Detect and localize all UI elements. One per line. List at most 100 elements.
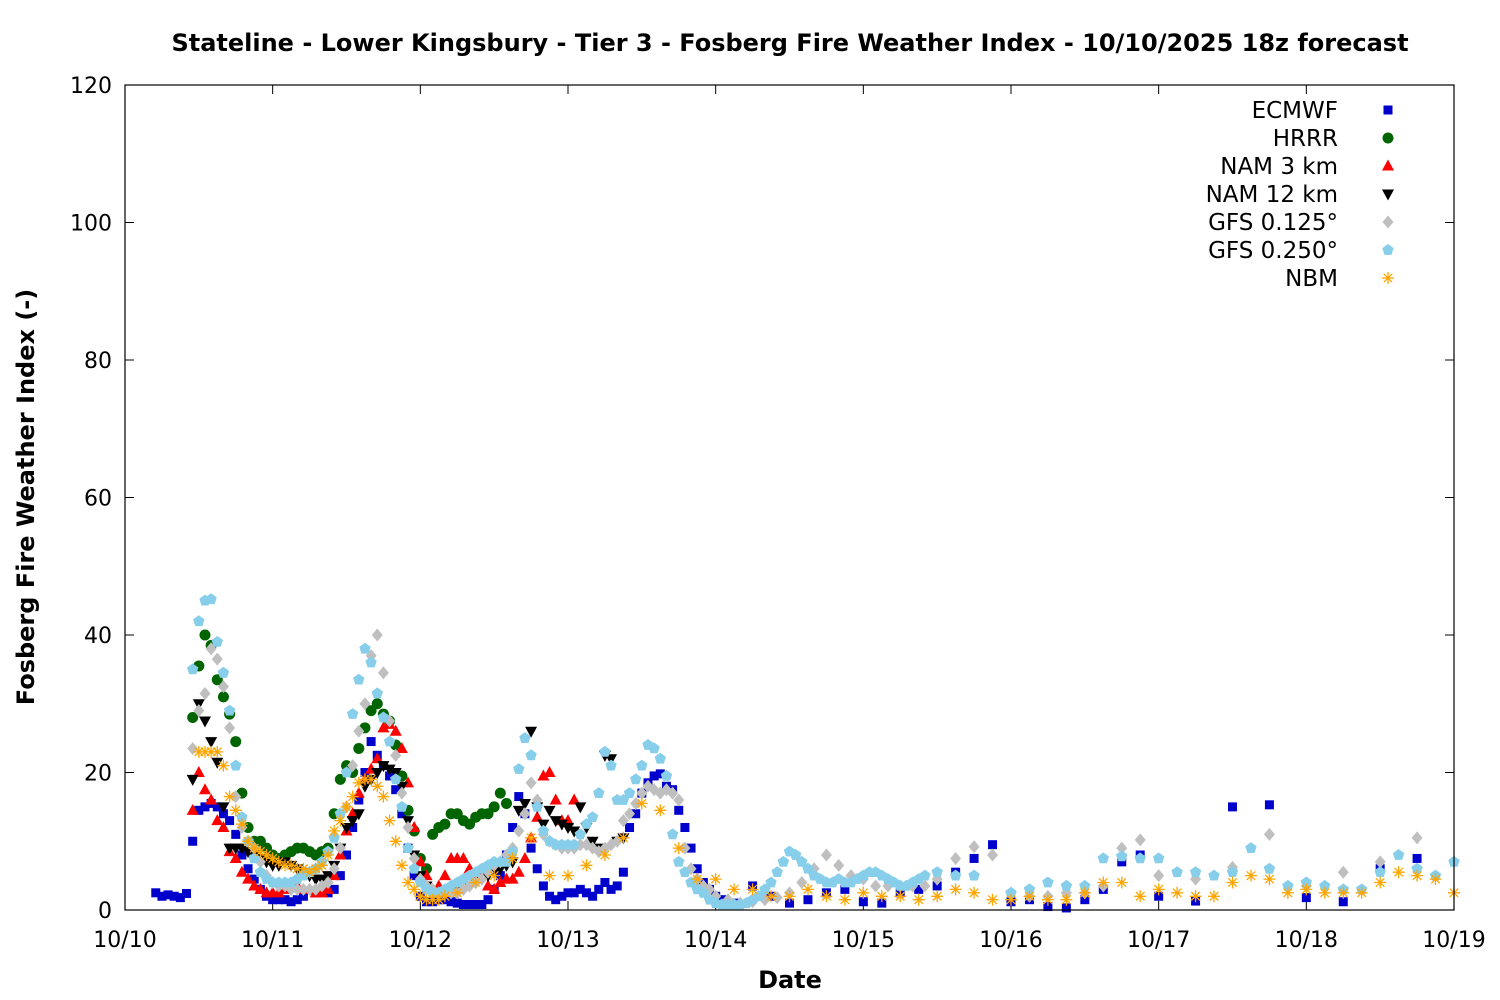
data-point [543, 766, 556, 777]
data-point [274, 895, 284, 905]
data-point [636, 786, 648, 800]
series-gfs-0-250- [187, 593, 1460, 910]
data-point [494, 876, 507, 887]
data-point [402, 821, 414, 834]
data-point [225, 816, 235, 826]
series-nam-3-km [186, 717, 581, 898]
data-point [303, 866, 316, 879]
data-point [586, 811, 599, 822]
data-point [242, 835, 255, 848]
data-point [679, 866, 691, 877]
data-point [857, 886, 870, 899]
data-point [235, 865, 248, 877]
data-point [512, 865, 525, 877]
data-point [833, 858, 845, 872]
data-point [1263, 873, 1276, 886]
data-point [1263, 827, 1275, 841]
data-point [457, 851, 470, 863]
data-point [187, 712, 199, 723]
data-point [495, 871, 505, 881]
data-point [254, 845, 267, 858]
data-point [297, 882, 309, 896]
data-point [229, 851, 242, 863]
data-point [988, 840, 998, 850]
data-point [594, 884, 604, 894]
data-point [352, 776, 365, 789]
x-tick-label: 10/15 [832, 928, 895, 953]
data-point [660, 769, 673, 781]
data-point [514, 792, 524, 802]
plot-frame [124, 84, 1455, 911]
data-point [919, 869, 931, 881]
data-point [385, 771, 395, 781]
data-point [199, 686, 211, 700]
data-point [931, 866, 943, 877]
data-point [199, 629, 211, 641]
data-point [648, 742, 660, 754]
data-point [789, 849, 802, 860]
series-nbm [192, 745, 1460, 906]
data-point [563, 888, 573, 898]
data-point [359, 642, 371, 654]
series-nam-12-km [186, 699, 630, 903]
data-point [353, 742, 365, 754]
data-point [1282, 879, 1294, 891]
data-point [218, 809, 228, 819]
data-point [1061, 903, 1071, 913]
data-point [211, 745, 224, 758]
data-point [186, 803, 199, 815]
data-point [549, 816, 562, 828]
data-point [408, 851, 420, 865]
data-point [371, 698, 383, 710]
data-point [151, 888, 161, 898]
y-tick-label: 20 [84, 762, 112, 787]
legend-marker [1382, 159, 1394, 171]
data-point [1355, 886, 1368, 899]
data-point [211, 635, 223, 647]
data-point [1226, 866, 1239, 877]
data-point [512, 805, 525, 817]
x-tick-label: 10/19 [1422, 928, 1485, 953]
data-point [545, 891, 555, 901]
data-point [1116, 841, 1128, 855]
data-point [538, 881, 548, 891]
x-axis-label: Date [758, 966, 822, 994]
data-point [477, 900, 487, 909]
data-point [383, 735, 396, 747]
legend-label: HRRR [1273, 126, 1338, 152]
data-point [531, 810, 544, 822]
data-point [820, 890, 833, 903]
data-point [1005, 893, 1017, 906]
data-point [526, 843, 536, 853]
data-point [500, 797, 512, 809]
data-point [347, 759, 359, 773]
data-point [359, 697, 371, 711]
data-point [200, 802, 210, 812]
data-point [249, 874, 259, 884]
data-point [949, 883, 962, 896]
data-point [1134, 890, 1147, 903]
y-tick-label: 120 [70, 74, 112, 99]
data-point [1153, 852, 1165, 864]
data-point [304, 882, 316, 896]
data-point [211, 757, 224, 769]
data-point [235, 843, 248, 855]
data-point [396, 800, 408, 812]
x-tick-label: 10/18 [1275, 928, 1338, 953]
data-point [205, 793, 218, 805]
data-point [340, 823, 353, 834]
data-point [932, 881, 942, 891]
y-tick-label: 40 [84, 624, 112, 649]
legend-marker [1383, 105, 1393, 115]
data-point [187, 663, 199, 675]
data-point [581, 888, 591, 898]
data-point [371, 687, 383, 699]
data-point [488, 869, 501, 882]
data-point [1264, 800, 1274, 810]
data-point [1189, 890, 1202, 903]
data-point [395, 741, 408, 753]
x-tick-label: 10/10 [93, 928, 156, 953]
data-point [691, 873, 704, 886]
data-point [1116, 850, 1128, 862]
data-point [163, 890, 173, 900]
